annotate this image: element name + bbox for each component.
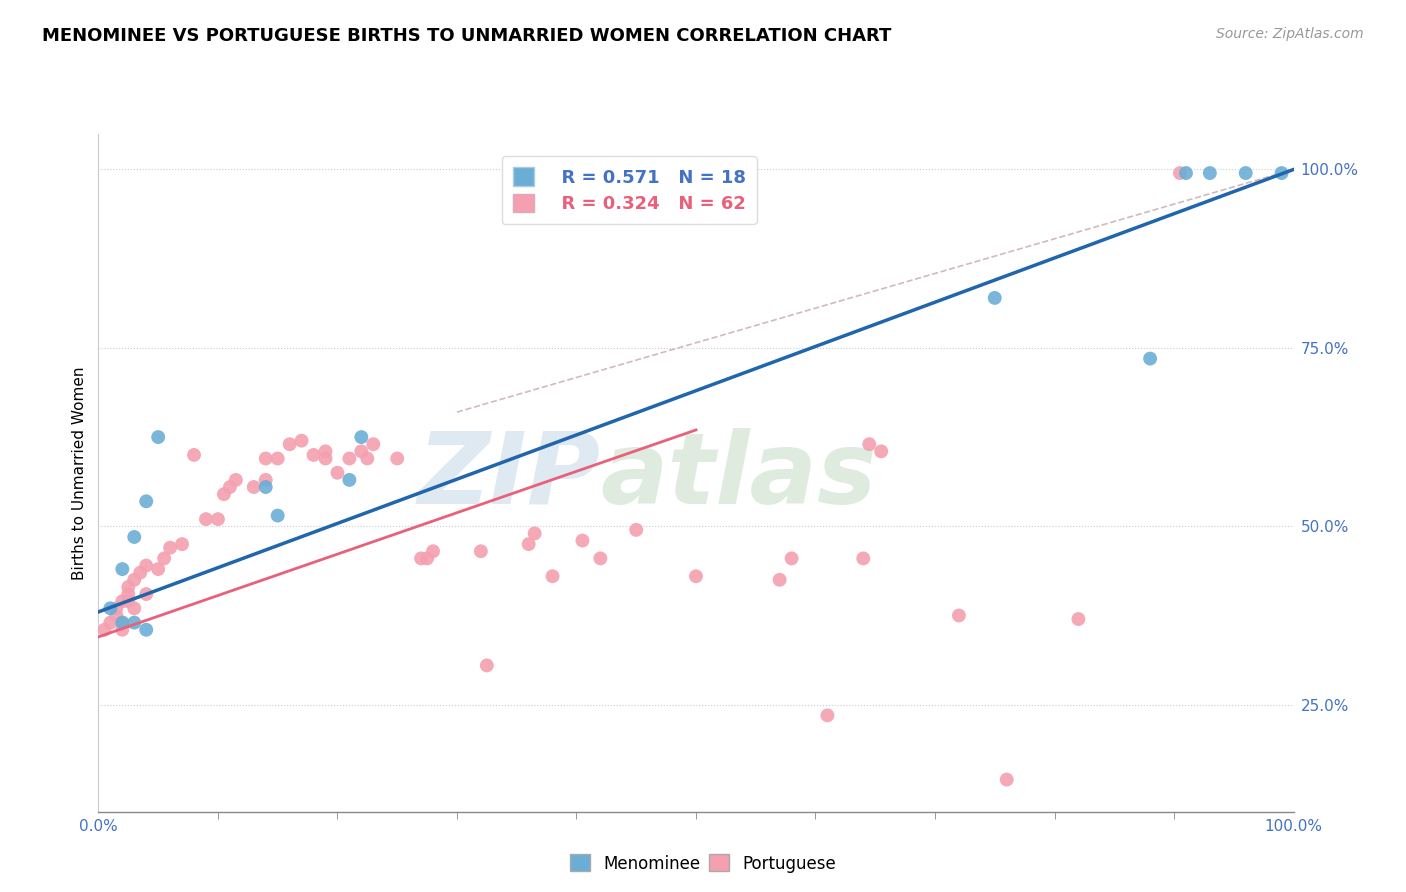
Point <box>1234 166 1257 180</box>
Point <box>212 487 235 501</box>
Point <box>105 601 128 615</box>
Y-axis label: Births to Unmarried Women: Births to Unmarried Women <box>72 366 87 580</box>
Point <box>159 541 181 555</box>
Point <box>337 451 360 466</box>
Point <box>523 526 546 541</box>
Point <box>290 434 312 448</box>
Point <box>267 451 290 466</box>
Point <box>243 480 266 494</box>
Point <box>98 601 122 615</box>
Point <box>416 551 439 566</box>
Point <box>411 551 433 566</box>
Point <box>1175 166 1198 180</box>
Point <box>129 566 152 580</box>
Point <box>815 708 838 723</box>
Text: atlas: atlas <box>600 427 877 524</box>
Point <box>93 623 115 637</box>
Point <box>475 658 498 673</box>
Point <box>1198 166 1220 180</box>
Point <box>870 444 893 458</box>
Point <box>470 544 492 558</box>
Point <box>267 508 290 523</box>
Point <box>852 551 875 566</box>
Point <box>422 544 444 558</box>
Point <box>225 473 247 487</box>
Legend:   R = 0.571   N = 18,   R = 0.324   N = 62: R = 0.571 N = 18, R = 0.324 N = 62 <box>502 156 756 224</box>
Text: Source: ZipAtlas.com: Source: ZipAtlas.com <box>1216 27 1364 41</box>
Text: ZIP: ZIP <box>418 427 600 524</box>
Point <box>148 562 170 576</box>
Point <box>124 615 146 630</box>
Point <box>1168 166 1191 180</box>
Point <box>219 480 242 494</box>
Point <box>135 587 157 601</box>
Point <box>117 580 139 594</box>
Point <box>153 551 176 566</box>
Point <box>350 430 373 444</box>
Point <box>135 558 157 573</box>
Point <box>983 291 1005 305</box>
Point <box>111 594 134 608</box>
Point <box>685 569 707 583</box>
Point <box>780 551 803 566</box>
Point <box>278 437 301 451</box>
Point <box>148 430 170 444</box>
Point <box>517 537 540 551</box>
Point <box>356 451 378 466</box>
Point <box>315 444 337 458</box>
Point <box>995 772 1018 787</box>
Point <box>111 615 134 630</box>
Point <box>111 562 134 576</box>
Point <box>117 594 139 608</box>
Point <box>350 444 373 458</box>
Point <box>124 573 146 587</box>
Point <box>1067 612 1090 626</box>
Point <box>571 533 593 548</box>
Point <box>111 623 134 637</box>
Point <box>624 523 647 537</box>
Point <box>768 573 790 587</box>
Point <box>1271 166 1294 180</box>
Point <box>254 480 277 494</box>
Point <box>363 437 385 451</box>
Point <box>183 448 205 462</box>
Point <box>117 587 139 601</box>
Point <box>135 623 157 637</box>
Legend: Menominee, Portuguese: Menominee, Portuguese <box>564 847 842 880</box>
Text: MENOMINEE VS PORTUGUESE BIRTHS TO UNMARRIED WOMEN CORRELATION CHART: MENOMINEE VS PORTUGUESE BIRTHS TO UNMARR… <box>42 27 891 45</box>
Point <box>98 615 122 630</box>
Point <box>111 615 134 630</box>
Point <box>124 601 146 615</box>
Point <box>207 512 229 526</box>
Point <box>858 437 880 451</box>
Point <box>124 530 146 544</box>
Point <box>948 608 970 623</box>
Point <box>541 569 564 583</box>
Point <box>302 448 325 462</box>
Point <box>1139 351 1161 366</box>
Point <box>172 537 194 551</box>
Point <box>589 551 612 566</box>
Point <box>385 451 409 466</box>
Point <box>254 473 277 487</box>
Point <box>326 466 349 480</box>
Point <box>105 608 128 623</box>
Point <box>135 494 157 508</box>
Point <box>254 451 277 466</box>
Point <box>337 473 360 487</box>
Point <box>194 512 217 526</box>
Point <box>315 451 337 466</box>
